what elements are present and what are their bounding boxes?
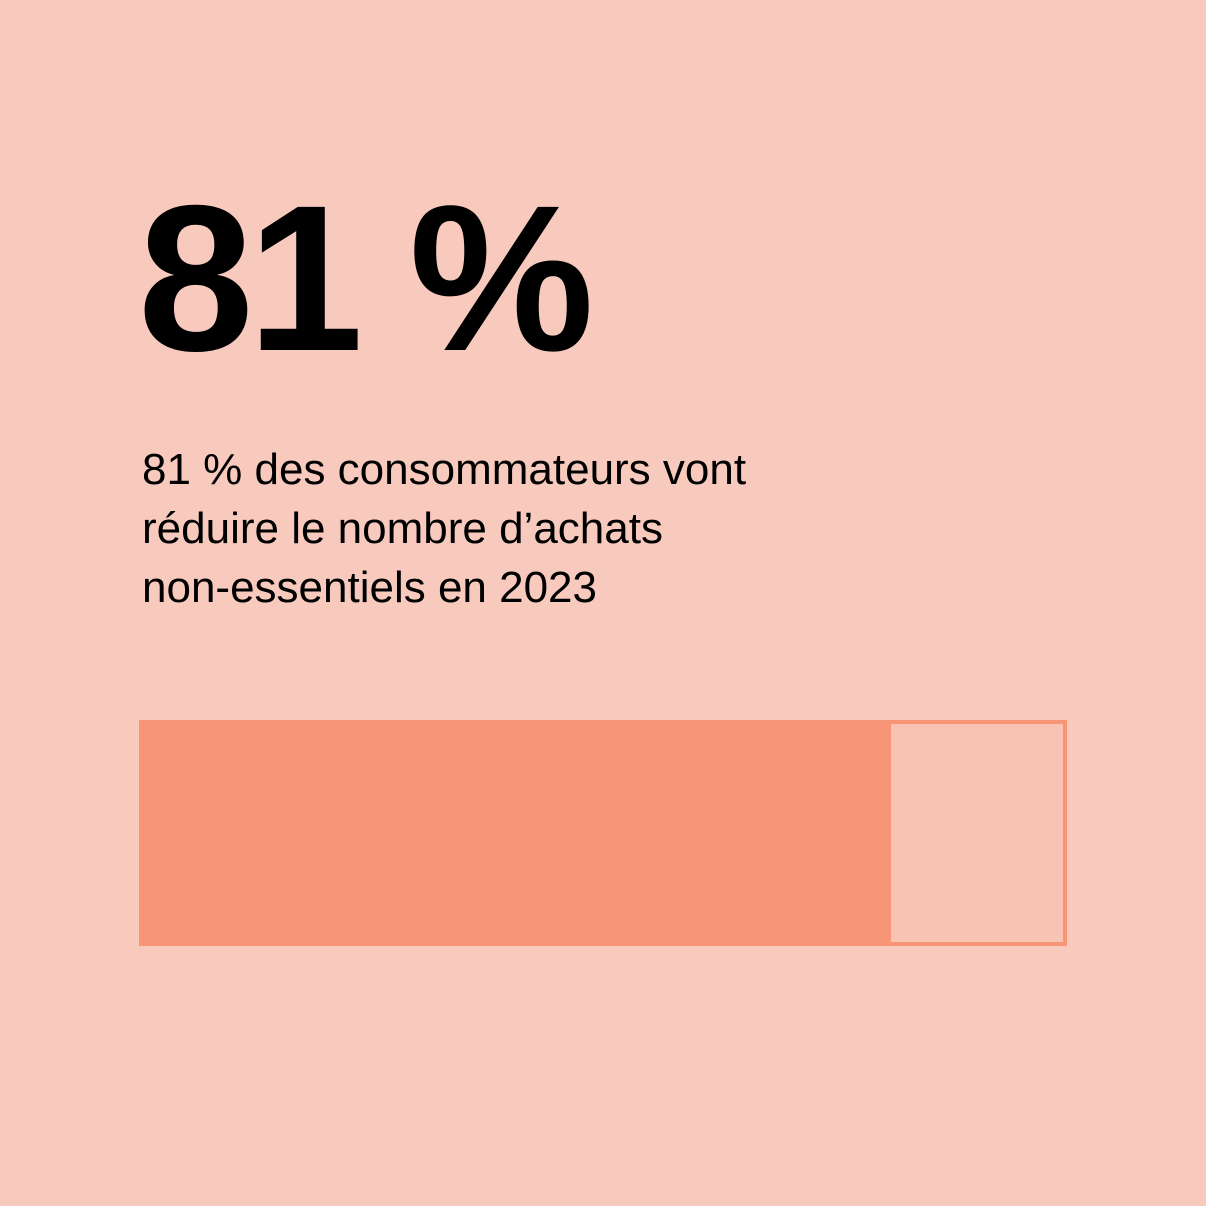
caption-line-3: non-essentiels en 2023 bbox=[142, 563, 597, 612]
caption-line-2: réduire le nombre d’achats bbox=[142, 504, 663, 553]
progress-bar-track bbox=[139, 720, 1067, 946]
progress-bar-fill bbox=[139, 720, 891, 946]
stat-caption: 81 % des consommateurs vont réduire le n… bbox=[142, 440, 1042, 617]
headline-percentage: 81 % bbox=[138, 163, 594, 395]
caption-line-1: 81 % des consommateurs vont bbox=[142, 445, 747, 494]
